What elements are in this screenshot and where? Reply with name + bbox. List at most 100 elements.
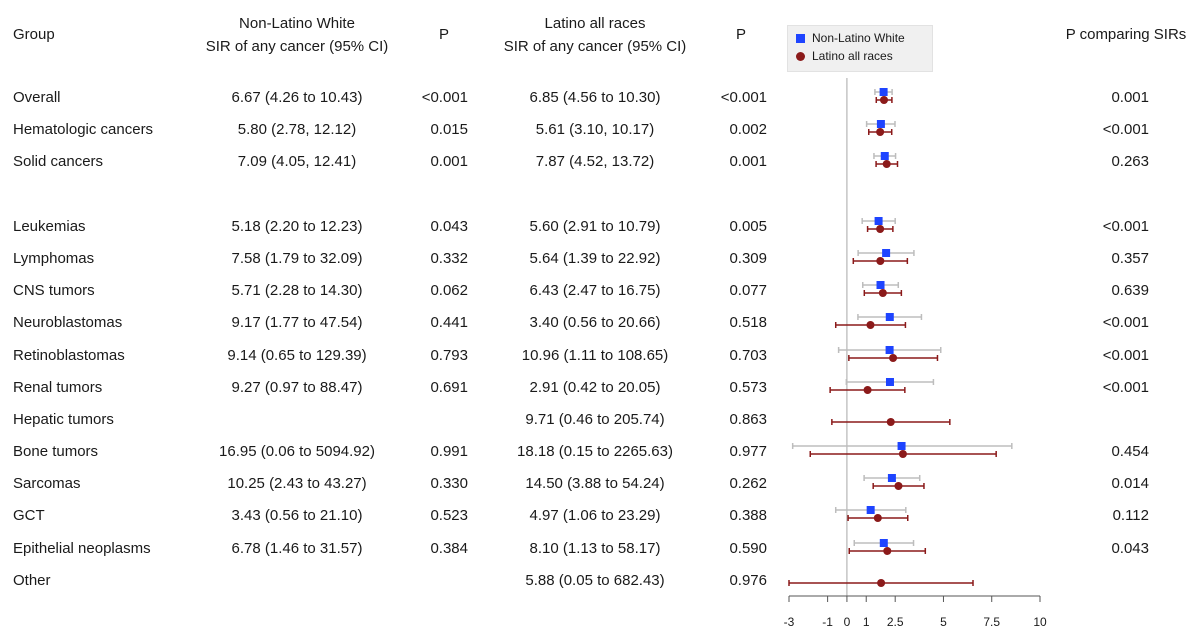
point-square: [887, 474, 896, 482]
row-latino-sir: 9.71 (0.46 to 205.74): [525, 411, 665, 428]
row-p-comparing: 0.454: [1111, 443, 1149, 460]
point-circle: [863, 386, 872, 394]
point-circle: [876, 128, 885, 136]
point-square: [880, 152, 889, 160]
row-latino-sir: 5.61 (3.10, 10.17): [535, 121, 655, 138]
point-square: [897, 442, 906, 450]
x-tick-label: -3: [783, 615, 795, 629]
row-p-latino: 0.977: [729, 443, 767, 460]
point-circle: [866, 321, 875, 329]
x-tick-label: 0: [843, 615, 851, 629]
row-p-comparing: <0.001: [1102, 314, 1149, 331]
row-group: Other: [13, 572, 51, 589]
row-latino-sir: 5.60 (2.91 to 10.79): [529, 218, 661, 235]
row-latino-sir: 7.87 (4.52, 13.72): [535, 153, 655, 170]
header-p1: P: [438, 26, 450, 43]
row-group: Overall: [13, 89, 61, 106]
row-group: Lymphomas: [13, 250, 95, 267]
row-nlw-sir: 9.27 (0.97 to 88.47): [231, 379, 363, 396]
point-circle: [889, 354, 898, 362]
row-p-nlw: 0.001: [430, 153, 468, 170]
row-p-comparing: 0.263: [1111, 153, 1149, 170]
point-circle: [898, 450, 907, 458]
legend-item-nlw: Non-Latino White: [796, 31, 905, 45]
point-square: [885, 378, 894, 386]
point-circle: [883, 547, 892, 555]
row-nlw-sir: 7.58 (1.79 to 32.09): [231, 250, 363, 267]
row-p-latino: 0.573: [729, 379, 767, 396]
row-p-comparing: <0.001: [1102, 121, 1149, 138]
x-tick-label: 2.5: [886, 615, 904, 629]
row-p-comparing: 0.357: [1111, 250, 1149, 267]
row-p-latino: 0.518: [729, 314, 767, 331]
row-p-latino: 0.002: [729, 121, 767, 138]
row-p-latino: 0.703: [729, 347, 767, 364]
row-nlw-sir: 5.80 (2.78, 12.12): [237, 121, 357, 138]
row-latino-sir: 10.96 (1.11 to 108.65): [521, 347, 669, 364]
point-circle: [877, 579, 886, 587]
row-latino-sir: 14.50 (3.88 to 54.24): [525, 475, 665, 492]
point-square: [876, 120, 885, 128]
row-nlw-sir: 6.67 (4.26 to 10.43): [231, 89, 363, 106]
row-group: Retinoblastomas: [13, 347, 125, 364]
point-circle: [879, 96, 888, 104]
row-p-latino: 0.077: [729, 282, 767, 299]
row-p-comparing: 0.043: [1111, 540, 1149, 557]
row-p-latino: 0.590: [729, 540, 767, 557]
row-p-nlw: 0.991: [430, 443, 468, 460]
row-latino-sir: 6.43 (2.47 to 16.75): [529, 282, 661, 299]
header-p2: P: [735, 26, 747, 43]
header-nlw-line1: Non-Latino White: [239, 15, 355, 32]
row-group: Renal tumors: [13, 379, 103, 396]
row-p-comparing: <0.001: [1102, 379, 1149, 396]
row-group: Sarcomas: [13, 475, 81, 492]
row-group: Bone tumors: [13, 443, 99, 460]
row-p-latino: 0.309: [729, 250, 767, 267]
row-nlw-sir: 3.43 (0.56 to 21.10): [231, 507, 363, 524]
header-p-comparing: P comparing SIRs: [1065, 26, 1187, 43]
point-circle: [876, 225, 885, 233]
row-latino-sir: 4.97 (1.06 to 23.29): [529, 507, 661, 524]
point-square: [885, 313, 894, 321]
point-circle: [873, 514, 882, 522]
row-p-nlw: 0.043: [430, 218, 468, 235]
row-p-latino: <0.001: [720, 89, 767, 106]
row-group: Hematologic cancers: [13, 121, 154, 138]
row-p-latino: 0.262: [729, 475, 767, 492]
row-latino-sir: 5.64 (1.39 to 22.92): [529, 250, 661, 267]
row-latino-sir: 3.40 (0.56 to 20.66): [529, 314, 661, 331]
row-p-nlw: 0.441: [430, 314, 468, 331]
point-square: [866, 506, 875, 514]
legend-circle-icon: [796, 52, 805, 61]
row-nlw-sir: 5.71 (2.28 to 14.30): [231, 282, 363, 299]
row-p-comparing: 0.639: [1111, 282, 1149, 299]
row-p-nlw: 0.384: [430, 540, 468, 557]
row-nlw-sir: 16.95 (0.06 to 5094.92): [219, 443, 375, 460]
row-p-nlw: 0.332: [430, 250, 468, 267]
row-nlw-sir: 5.18 (2.20 to 12.23): [231, 218, 363, 235]
point-circle: [878, 289, 887, 297]
x-tick-label: 10: [1033, 615, 1047, 629]
row-p-nlw: 0.062: [430, 282, 468, 299]
x-tick-label: 5: [940, 615, 947, 629]
point-circle: [876, 257, 885, 265]
row-latino-sir: 8.10 (1.13 to 58.17): [529, 540, 661, 557]
row-p-nlw: 0.330: [430, 475, 468, 492]
point-circle: [882, 160, 891, 168]
row-p-comparing: 0.014: [1111, 475, 1149, 492]
row-latino-sir: 2.91 (0.42 to 20.05): [529, 379, 661, 396]
row-group: CNS tumors: [13, 282, 95, 299]
row-p-latino: 0.001: [729, 153, 767, 170]
row-p-nlw: 0.691: [430, 379, 468, 396]
point-square: [879, 88, 888, 96]
row-group: Leukemias: [13, 218, 86, 235]
point-square: [876, 281, 885, 289]
chart-legend: Non-Latino White Latino all races: [787, 25, 933, 72]
row-p-nlw: 0.523: [430, 507, 468, 524]
row-group: Solid cancers: [13, 153, 104, 170]
row-nlw-sir: 9.14 (0.65 to 129.39): [227, 347, 367, 364]
row-group: Hepatic tumors: [13, 411, 114, 428]
row-nlw-sir: 9.17 (1.77 to 47.54): [231, 314, 363, 331]
row-p-comparing: <0.001: [1102, 218, 1149, 235]
